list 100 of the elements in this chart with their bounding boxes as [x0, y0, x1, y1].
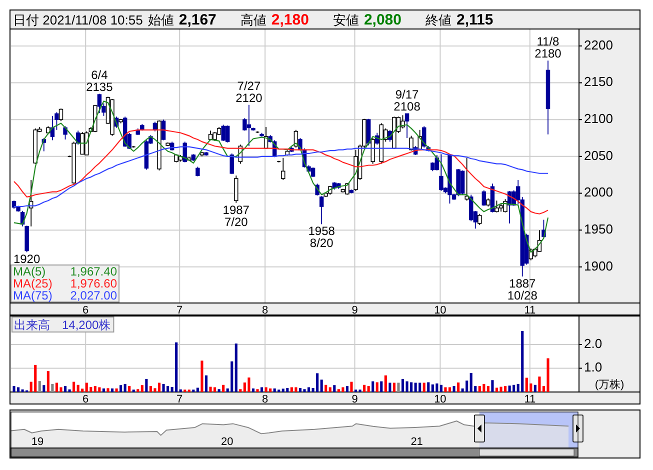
bar [508, 386, 511, 392]
bar [495, 388, 498, 392]
bar [500, 386, 502, 392]
bar [512, 384, 516, 392]
x-tick-label: 20 [221, 436, 234, 448]
bar [42, 385, 46, 392]
bar [136, 389, 140, 392]
bar [521, 330, 524, 392]
bar [342, 387, 344, 392]
bar [38, 381, 41, 392]
title: 出来高 14,200株 [12, 316, 114, 332]
bar [320, 380, 323, 392]
x-tick-label: 21 [410, 436, 423, 448]
bar [298, 388, 302, 392]
y-tick-label: 2200 [584, 37, 613, 52]
bar [68, 389, 71, 392]
bar [427, 382, 430, 392]
bar [333, 385, 336, 392]
bar [51, 384, 54, 392]
bar [422, 382, 426, 392]
text: 終値 [424, 12, 452, 28]
annotation: 11/8 2180 [534, 34, 562, 61]
bar [162, 384, 165, 392]
bar [418, 382, 422, 392]
bar [256, 389, 259, 392]
bar [72, 382, 76, 392]
bar [328, 387, 332, 392]
bar [414, 382, 417, 392]
y-tick-label: 2.0 [584, 336, 602, 351]
bar [124, 384, 126, 392]
bar [286, 388, 289, 392]
bar [230, 361, 234, 392]
bar [234, 344, 238, 392]
bar [384, 375, 387, 392]
bar [478, 386, 481, 392]
annotation: 1,976.60 [70, 276, 118, 290]
text: 2,180 [271, 12, 309, 28]
bar [264, 387, 268, 392]
bar [457, 382, 460, 392]
bar [106, 388, 110, 392]
x-tick-label: 6 [82, 304, 89, 316]
bar [64, 386, 67, 392]
x-tick-label: 11 [524, 304, 536, 316]
annotation: 1987 7/20 [222, 202, 250, 229]
bar [196, 388, 199, 392]
x-tick-label: 10 [434, 394, 446, 406]
bar [145, 378, 148, 392]
annotation: 7/27 2120 [236, 78, 262, 105]
bar [401, 378, 404, 392]
chart-title: 出来高 14,200株 [14, 318, 111, 332]
text: 2,115 [456, 12, 494, 28]
x-tick-label: 11 [524, 394, 536, 406]
text: 2,167 [178, 12, 216, 28]
bar [175, 342, 178, 392]
bar [363, 384, 366, 392]
y-tick-label: 2150 [584, 74, 613, 90]
bar [376, 382, 378, 392]
bar [102, 388, 105, 392]
bar [440, 384, 442, 392]
bar [448, 387, 452, 392]
text: 2,080 [364, 12, 402, 28]
bar [269, 388, 272, 392]
bar [452, 386, 456, 392]
bar [324, 384, 328, 392]
bar [350, 382, 353, 392]
bar [388, 382, 392, 392]
bar [431, 384, 434, 392]
bar [290, 387, 293, 392]
bar [436, 383, 438, 392]
x-tick-label: 8 [262, 304, 268, 316]
bar [179, 389, 182, 392]
x-tick-label: 19 [31, 436, 44, 448]
bar [380, 381, 383, 392]
bar [486, 386, 490, 392]
y-tick-label: 1900 [584, 258, 613, 274]
bar [81, 388, 84, 392]
y-tick-label: 2000 [584, 184, 613, 200]
bar [491, 380, 494, 392]
bar [466, 380, 468, 392]
x-tick-label: 9 [352, 304, 358, 316]
y-tick-label: 2050 [584, 148, 613, 163]
annotation: 6/4 2135 [86, 68, 113, 94]
bar [392, 382, 396, 392]
text: 始値 [148, 12, 174, 28]
bar [34, 364, 37, 392]
bar [346, 386, 348, 392]
bar [204, 375, 208, 392]
bar [367, 386, 370, 392]
annotation: 1,967.40 [70, 264, 118, 278]
y-axis-title: (万株) [594, 378, 624, 391]
bar [209, 386, 212, 392]
bar [110, 388, 114, 392]
x-tick-label: 9 [352, 394, 358, 406]
bar [294, 387, 298, 392]
bar [546, 358, 550, 392]
bar [303, 389, 306, 392]
bar [120, 385, 122, 392]
x-tick-label: 10 [434, 304, 446, 316]
bar [538, 376, 541, 392]
bar [372, 381, 374, 392]
